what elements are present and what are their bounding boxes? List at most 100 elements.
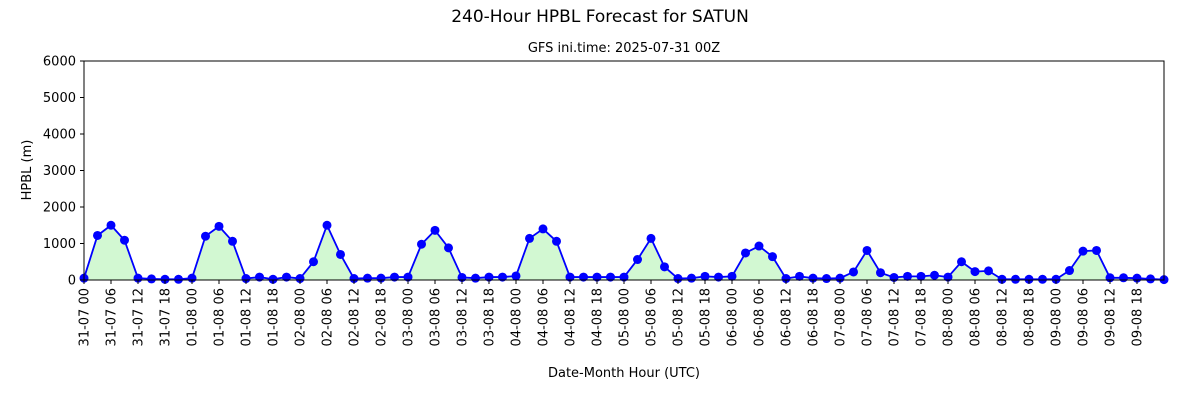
x-tick-label: 07-08 12	[888, 288, 903, 346]
data-point	[93, 230, 102, 240]
x-tick-label: 08-08 18	[1023, 288, 1038, 346]
series-line	[83, 222, 1165, 281]
data-point	[214, 221, 224, 231]
data-point	[268, 274, 278, 284]
data-point	[1024, 274, 1034, 284]
x-tick-label: 03-08 18	[483, 288, 498, 346]
x-tick-label: 02-08 18	[375, 288, 390, 346]
data-point	[781, 274, 791, 284]
data-point	[1078, 246, 1088, 256]
data-point	[471, 273, 480, 283]
data-point	[592, 272, 602, 282]
data-point	[673, 274, 683, 284]
x-tick-label: 31-07 06	[105, 288, 120, 346]
x-tick-label: 05-08 12	[672, 288, 687, 346]
x-tick-label: 09-08 12	[1104, 288, 1119, 346]
data-point	[943, 272, 953, 282]
y-axis-label: HPBL (m)	[20, 140, 35, 201]
data-point	[498, 272, 507, 282]
data-point	[174, 274, 183, 284]
data-point	[160, 274, 170, 284]
data-point	[660, 262, 669, 272]
x-tick-label: 04-08 18	[591, 288, 606, 346]
x-tick-label: 04-08 00	[510, 288, 525, 346]
x-tick-label: 08-08 12	[996, 288, 1011, 346]
data-point	[417, 239, 426, 249]
plot-frame	[83, 60, 1165, 281]
x-tick-label: 05-08 18	[699, 288, 714, 346]
y-tick-label: 6000	[43, 55, 76, 70]
data-point	[484, 272, 494, 282]
x-tick-label: 02-08 00	[294, 288, 309, 346]
data-point	[714, 272, 723, 282]
x-tick-label: 05-08 00	[618, 288, 633, 346]
data-point	[727, 271, 737, 281]
x-tick-label: 04-08 06	[537, 288, 552, 346]
data-point	[228, 236, 237, 246]
data-point	[903, 271, 912, 281]
y-tick-label: 1000	[43, 237, 76, 252]
data-point	[106, 220, 116, 230]
data-point	[1146, 274, 1155, 284]
data-point	[1051, 274, 1061, 284]
data-point	[997, 274, 1007, 284]
y-tick-label: 5000	[43, 91, 76, 106]
x-tick-label: 03-08 00	[402, 288, 417, 346]
x-tick-label: 03-08 06	[429, 288, 444, 346]
data-point	[363, 273, 372, 283]
y-axis: 0 1000 2000 3000 4000 5000 6000	[43, 55, 84, 289]
data-point	[646, 233, 656, 243]
data-point	[916, 271, 926, 281]
data-point	[241, 274, 251, 284]
data-point	[606, 272, 615, 282]
data-point	[1065, 266, 1074, 276]
x-tick-label: 09-08 06	[1077, 288, 1092, 346]
x-tick-label: 03-08 12	[456, 288, 471, 346]
data-point	[525, 233, 534, 243]
x-tick-label: 01-08 00	[186, 288, 201, 346]
x-tick-label: 07-08 06	[861, 288, 876, 346]
data-point	[309, 257, 318, 267]
data-point	[336, 249, 345, 259]
x-tick-label: 01-08 06	[213, 288, 228, 346]
x-tick-label: 08-08 00	[942, 288, 957, 346]
data-point	[147, 274, 156, 284]
x-tick-label: 09-08 00	[1050, 288, 1065, 346]
data-point	[970, 267, 980, 277]
chart-title: 240-Hour HPBL Forecast for SATUN	[451, 7, 749, 27]
data-point	[768, 252, 777, 262]
data-point	[430, 225, 440, 235]
data-point	[255, 272, 264, 282]
x-tick-label: 06-08 18	[807, 288, 822, 346]
data-point	[349, 274, 359, 284]
x-tick-label: 09-08 18	[1131, 288, 1146, 346]
x-tick-label: 06-08 06	[753, 288, 768, 346]
y-tick-label: 0	[68, 274, 76, 289]
data-point	[444, 243, 453, 253]
data-point	[862, 245, 872, 255]
data-point	[849, 267, 858, 277]
data-point	[700, 271, 710, 281]
data-point	[538, 224, 548, 234]
x-tick-label: 31-07 12	[132, 288, 147, 346]
data-point	[930, 270, 939, 280]
data-point	[1011, 274, 1020, 284]
x-axis: 31-07 00 31-07 06 31-07 12 31-07 18 01-08 00…	[78, 280, 1146, 346]
fill-area	[84, 225, 1164, 280]
data-point	[1092, 245, 1101, 255]
data-point	[633, 255, 642, 265]
x-tick-label: 31-07 18	[159, 288, 174, 346]
x-tick-label: 06-08 12	[780, 288, 795, 346]
x-tick-label: 07-08 18	[915, 288, 930, 346]
data-point	[741, 248, 750, 258]
data-point	[511, 271, 521, 281]
data-point	[579, 272, 588, 282]
data-point	[390, 272, 399, 282]
data-point	[957, 257, 966, 267]
data-point	[322, 220, 332, 230]
x-tick-label: 07-08 00	[834, 288, 849, 346]
chart-subtitle: GFS ini.time: 2025-07-31 00Z	[528, 41, 720, 56]
data-point	[876, 268, 885, 278]
x-tick-label: 31-07 00	[78, 288, 93, 346]
